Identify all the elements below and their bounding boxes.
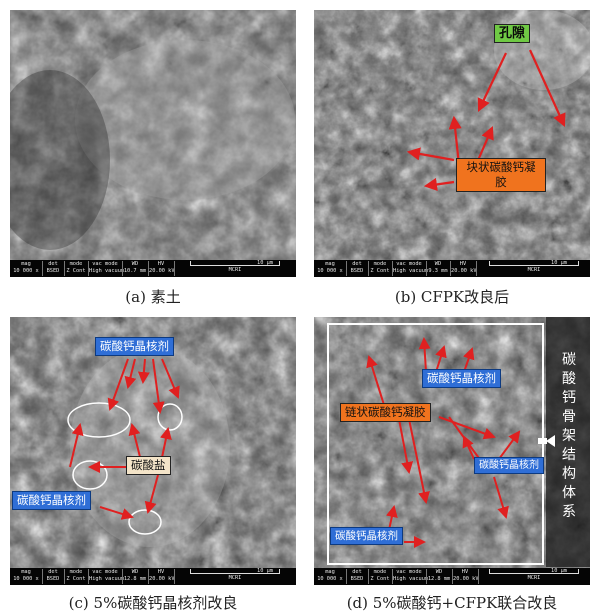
- caption-c: (c) 5%碳酸钙晶核剂改良: [68, 594, 238, 612]
- sem-texture-a: [10, 10, 296, 277]
- label-chain-gel: 链状碳酸钙凝胶: [340, 403, 431, 422]
- label-nucleus-top-d: 碳酸钙晶核剂: [422, 369, 501, 388]
- scale-bar-c: mag 10 000 x det BSED mode Z Cont vac mode H…: [10, 568, 296, 585]
- sem-image-d: 碳酸钙晶核剂 链状碳酸钙凝胶 碳酸钙晶核剂 碳酸钙晶核剂 碳酸钙骨架结构体系 m…: [314, 317, 590, 585]
- sem-image-b: 孔隙 块状碳酸钙凝胶 mag 10 000 x det BSED mode Z Con…: [314, 10, 590, 277]
- sem-texture-c: [10, 317, 296, 585]
- label-nucleus-right-d: 碳酸钙晶核剂: [474, 457, 544, 474]
- sem-image-c: 碳酸钙晶核剂 碳酸盐 碳酸钙晶核剂 mag 10 000 x det BSED mo…: [10, 317, 296, 585]
- label-nucleus-left-c: 碳酸钙晶核剂: [12, 491, 91, 510]
- label-nucleus-top-c: 碳酸钙晶核剂: [95, 337, 174, 356]
- label-block-gel: 块状碳酸钙凝胶: [456, 158, 546, 192]
- label-carbonate: 碳酸盐: [126, 456, 171, 475]
- caption-a: (a) 素土: [125, 288, 181, 306]
- label-skeleton-system: 碳酸钙骨架结构体系: [562, 352, 576, 520]
- label-pore: 孔隙: [494, 24, 531, 43]
- caption-d: (d) 5%碳酸钙+CFPK联合改良: [346, 594, 558, 612]
- caption-b: (b) CFPK改良后: [394, 288, 510, 306]
- scale-bar-a: mag 10 000 x det BSED mode Z Cont vac mode H…: [10, 260, 296, 277]
- scale-bar-b: mag 10 000 x det BSED mode Z Cont vac mode H…: [314, 260, 590, 277]
- sem-image-a: mag 10 000 x det BSED mode Z Cont vac mode H…: [10, 10, 296, 277]
- sem-texture-b: [314, 10, 590, 277]
- scale-bar-d: mag 10 000 x det BSED mode Z Cont vac mode H…: [314, 568, 590, 585]
- label-nucleus-bottom-d: 碳酸钙晶核剂: [330, 527, 403, 545]
